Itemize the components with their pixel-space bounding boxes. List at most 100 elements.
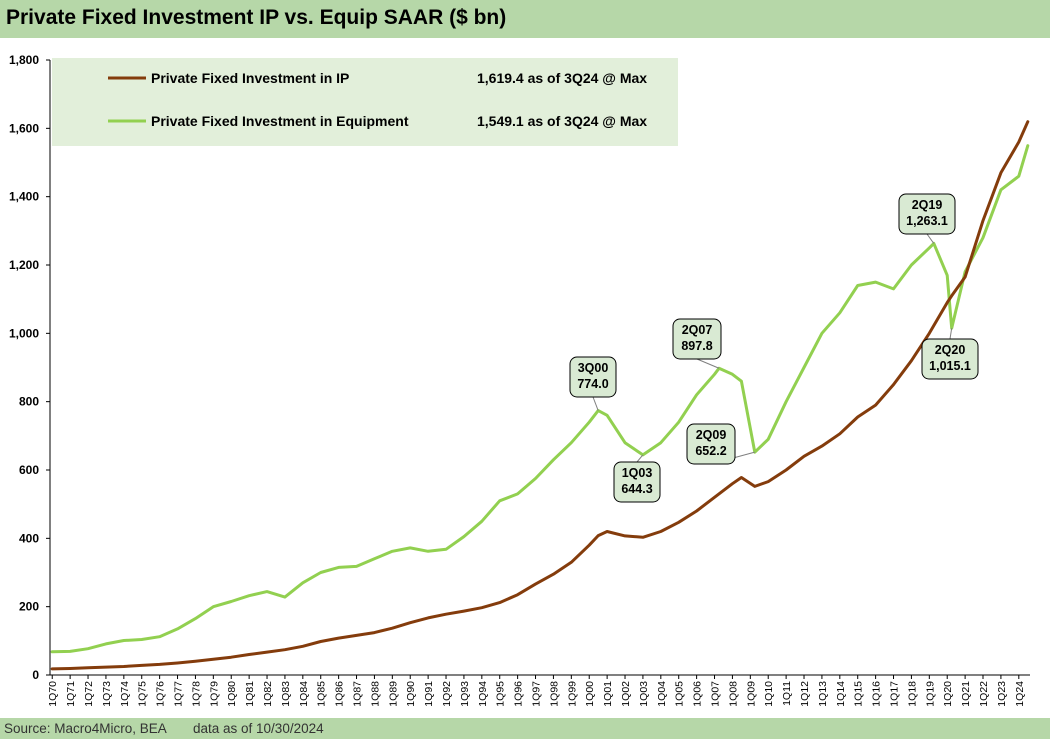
x-tick-label: 1Q79 [208,681,220,707]
x-tick-label: 1Q11 [781,681,793,706]
x-tick-label: 1Q71 [65,681,77,707]
annotation-label: 1Q03 [622,466,653,480]
x-tick-label: 1Q21 [960,681,972,707]
x-tick-label: 1Q05 [674,681,686,707]
annotation-box [672,318,722,360]
x-tick-label: 1Q96 [513,681,525,707]
annotation-box [613,461,661,503]
x-tick-label: 1Q09 [745,681,757,707]
legend-value-equipment: 1,549.1 as of 3Q24 @ Max [477,113,647,129]
annotation-leader [636,454,644,463]
x-tick-label: 1Q07 [710,681,722,707]
x-tick-label: 1Q14 [835,681,847,707]
x-tick-label: 1Q94 [477,681,489,707]
x-tick-label: 1Q23 [996,681,1008,707]
annotation-label: 2Q07 [682,323,713,337]
x-tick-label: 1Q13 [817,681,829,707]
x-tick-label: 1Q04 [656,681,668,707]
annotation-label: 652.2 [695,444,726,458]
x-tick-label: 1Q08 [727,681,739,707]
chart-area: 0 200 400 600 800 1,000 1,200 1,400 1,600 1,800 1Q… [0,38,1050,718]
y-tick-label: 600 [19,463,39,477]
x-tick-label: 1Q90 [405,681,417,707]
y-tick-label: 800 [19,395,39,409]
legend [52,58,678,146]
annotation-label: 644.3 [621,482,652,496]
annotation-label: 3Q00 [578,361,609,375]
x-tick-label: 1Q78 [190,681,202,707]
source-note: Source: Macro4Micro, BEA [4,721,167,736]
x-tick-label: 1Q75 [137,681,149,707]
x-tick-label: 1Q70 [47,681,59,707]
x-tick-label: 1Q24 [1014,681,1026,707]
legend-value-ip: 1,619.4 as of 3Q24 @ Max [477,70,647,86]
x-tick-label: 1Q15 [853,681,865,707]
footer: Source: Macro4Micro, BEA data as of 10/3… [0,718,1050,739]
annotation-label: 2Q09 [696,428,727,442]
series-line-equipment [50,144,1030,654]
x-tick-label: 1Q86 [334,681,346,707]
annotation-label: 1,263.1 [906,214,948,228]
x-tick-label: 1Q91 [423,681,435,707]
annotation-leader [926,233,935,244]
x-tick-label: 1Q12 [799,681,811,707]
x-tick-label: 1Q80 [226,681,238,707]
annotation-label: 897.8 [681,339,712,353]
x-tick-label: 1Q72 [83,681,95,707]
x-tick-label: 1Q00 [584,681,596,707]
x-tick-label: 1Q87 [352,681,364,707]
x-tick-label: 1Q76 [155,681,167,707]
x-tick-label: 1Q85 [316,681,328,707]
x-tick-label: 1Q10 [763,681,775,707]
x-tick-label: 1Q03 [638,681,650,707]
x-tick-label: 1Q99 [566,681,578,707]
x-tick-label: 1Q89 [387,681,399,707]
x-tick-label: 1Q83 [280,681,292,707]
annotation-box [686,423,736,465]
y-tick-label: 1,000 [9,326,39,340]
line-chart: 0 200 400 600 800 1,000 1,200 1,400 1,600 1,800 1Q… [9,53,1030,707]
x-tick-label: 1Q17 [889,681,901,707]
x-tick-label: 1Q16 [871,681,883,707]
annotation-leader [696,358,720,369]
x-tick-label: 1Q19 [924,681,936,707]
annotation-box [569,356,617,398]
annotation-box [898,193,956,235]
annotation-leader [592,396,599,411]
x-tick-label: 1Q97 [531,681,543,707]
y-tick-label: 1,600 [9,121,39,135]
x-tick-label: 1Q88 [369,681,381,707]
x-tick-label: 1Q93 [459,681,471,707]
series-line-ip [50,120,1030,671]
x-tick-label: 1Q74 [119,681,131,707]
annotation-leader [949,328,953,340]
x-tick-label: 1Q18 [906,681,918,707]
annotation-label: 1,015.1 [929,359,971,373]
y-tick-label: 0 [32,668,39,682]
x-tick-label: 1Q95 [495,681,507,707]
x-tick-label: 1Q92 [441,681,453,707]
x-tick-label: 1Q84 [298,681,310,707]
annotation-label: 774.0 [577,377,608,391]
data-date-note: data as of 10/30/2024 [193,721,324,736]
y-tick-label: 1,200 [9,258,39,272]
x-tick-label: 1Q06 [692,681,704,707]
chart-title: Private Fixed Investment IP vs. Equip SA… [6,6,507,29]
annotation-label: 2Q20 [935,343,966,357]
annotation-box [921,338,979,380]
y-tick-label: 1,400 [9,190,39,204]
y-tick-label: 200 [19,600,39,614]
x-tick-label: 1Q22 [978,681,990,707]
x-tick-label: 1Q02 [620,681,632,707]
x-tick-label: 1Q20 [942,681,954,707]
x-tick-label: 1Q77 [173,681,185,707]
title-bar: Private Fixed Investment IP vs. Equip SA… [0,0,1050,38]
x-tick-label: 1Q98 [548,681,560,707]
x-tick-label: 1Q81 [244,681,256,707]
legend-label-equipment: Private Fixed Investment in Equipment [151,113,409,129]
y-tick-label: 400 [19,531,39,545]
legend-label-ip: Private Fixed Investment in IP [151,70,349,86]
y-tick-label: 1,800 [9,53,39,67]
annotation-label: 2Q19 [912,198,943,212]
x-tick-label: 1Q01 [602,681,614,707]
